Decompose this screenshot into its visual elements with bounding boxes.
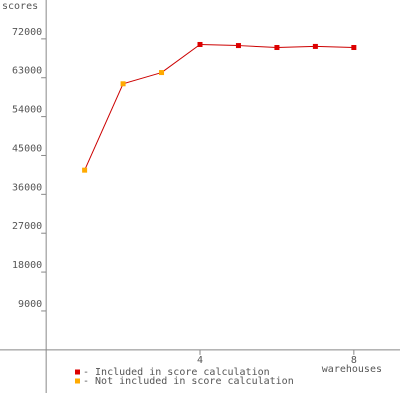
point bbox=[312, 43, 318, 49]
x-axis-label: warehouses bbox=[322, 364, 382, 375]
line-segment bbox=[161, 44, 201, 73]
legend-label: - Not included in score calculation bbox=[83, 376, 294, 387]
y-tick-label: 45000 bbox=[12, 143, 42, 154]
line-segment bbox=[199, 43, 239, 47]
point bbox=[274, 45, 280, 51]
line-segment bbox=[122, 72, 162, 85]
x-tick-label: 4 bbox=[197, 355, 203, 366]
legend-swatch bbox=[75, 378, 80, 384]
line-segment bbox=[315, 45, 354, 49]
line-segment bbox=[276, 45, 316, 49]
point bbox=[159, 70, 165, 76]
point bbox=[235, 43, 241, 49]
point bbox=[351, 45, 357, 51]
y-tick-label: 36000 bbox=[12, 182, 42, 193]
y-tick-label: 18000 bbox=[12, 260, 42, 271]
line-segment bbox=[238, 45, 277, 49]
legend-swatch bbox=[75, 369, 80, 375]
y-tick-label: 54000 bbox=[12, 105, 42, 116]
point bbox=[82, 167, 88, 173]
y-tick-label: 72000 bbox=[12, 27, 42, 38]
y-tick-label: 9000 bbox=[18, 299, 42, 310]
legend-label: - Included in score calculation bbox=[83, 367, 270, 378]
y-tick-label: 27000 bbox=[12, 221, 42, 232]
y-axis-label: scores bbox=[2, 1, 38, 12]
point bbox=[120, 81, 126, 87]
line-segment bbox=[84, 83, 124, 171]
y-tick-label: 63000 bbox=[12, 66, 42, 77]
point bbox=[197, 41, 203, 47]
x-tick-label: 8 bbox=[351, 355, 357, 366]
